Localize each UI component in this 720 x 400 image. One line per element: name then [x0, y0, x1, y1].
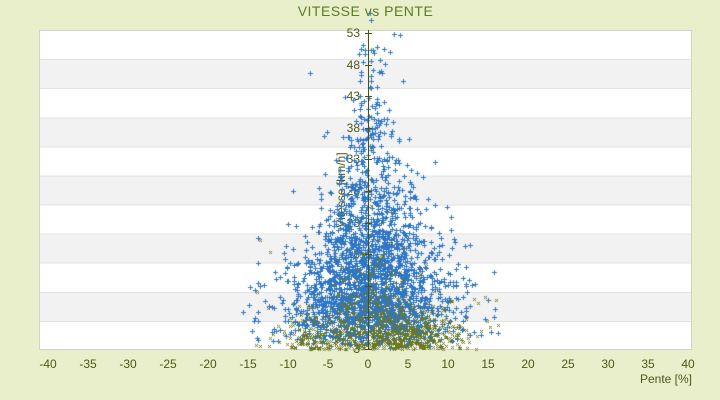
y-axis-tick-mark — [365, 222, 372, 224]
y-axis-tick-mark — [365, 254, 372, 256]
x-tick-label: 0 — [364, 357, 372, 371]
y-tick-label: 38 — [346, 120, 360, 135]
y-tick-label: 23 — [346, 215, 360, 230]
y-axis-tick-mark — [365, 64, 372, 66]
plot-area — [39, 30, 692, 350]
x-tick-label: 25 — [561, 357, 575, 371]
x-tick-label: 30 — [601, 357, 615, 371]
y-tick-label: 28 — [346, 184, 360, 198]
x-tick-label: -10 — [279, 357, 297, 371]
x-tick-label: -20 — [199, 357, 217, 371]
y-axis-tick-mark — [365, 285, 372, 287]
y-axis-tick-mark — [365, 349, 372, 350]
x-axis-title: Pente [%] — [639, 372, 692, 386]
x-tick-label: -35 — [79, 357, 97, 371]
y-tick-label: 33 — [346, 152, 360, 167]
y-tick-label: 8 — [353, 310, 360, 325]
y-tick-label: 18 — [346, 247, 360, 262]
y-tick-label: 48 — [346, 57, 360, 72]
y-axis-tick-mark — [365, 317, 372, 319]
y-tick-label: 53 — [346, 26, 360, 40]
chart-title: VITESSE vs PENTE — [297, 3, 434, 19]
zero-pente-axis-line — [368, 30, 369, 350]
x-tick-label: 40 — [681, 357, 695, 371]
y-tick-label: 43 — [346, 89, 360, 104]
x-tick-label: -25 — [159, 357, 177, 371]
x-tick-label: 20 — [521, 357, 535, 371]
x-tick-label: -15 — [239, 357, 257, 371]
x-tick-label: 10 — [441, 357, 455, 371]
x-tick-label: 35 — [641, 357, 655, 371]
x-tick-label: -5 — [322, 357, 334, 371]
x-tick-label: -30 — [119, 357, 137, 371]
y-axis-tick-mark — [365, 96, 372, 98]
y-axis-tick-mark — [365, 33, 372, 34]
y-axis-tick-mark — [365, 191, 372, 192]
x-tick-label: -40 — [39, 357, 57, 371]
y-axis-tick-mark — [365, 127, 372, 129]
y-tick-label: 13 — [346, 278, 360, 293]
x-tick-label: 5 — [404, 357, 412, 371]
y-tick-label: 3 — [353, 342, 360, 356]
y-axis-tick-mark — [365, 159, 372, 161]
x-tick-label: 15 — [481, 357, 495, 371]
